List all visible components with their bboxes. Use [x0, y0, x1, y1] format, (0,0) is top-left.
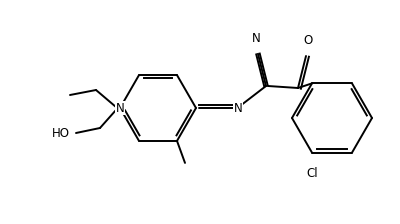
- Text: O: O: [303, 34, 313, 47]
- Text: N: N: [252, 32, 260, 45]
- Text: N: N: [234, 101, 242, 114]
- Text: N: N: [116, 101, 124, 114]
- Text: HO: HO: [52, 127, 70, 140]
- Text: Cl: Cl: [306, 167, 318, 180]
